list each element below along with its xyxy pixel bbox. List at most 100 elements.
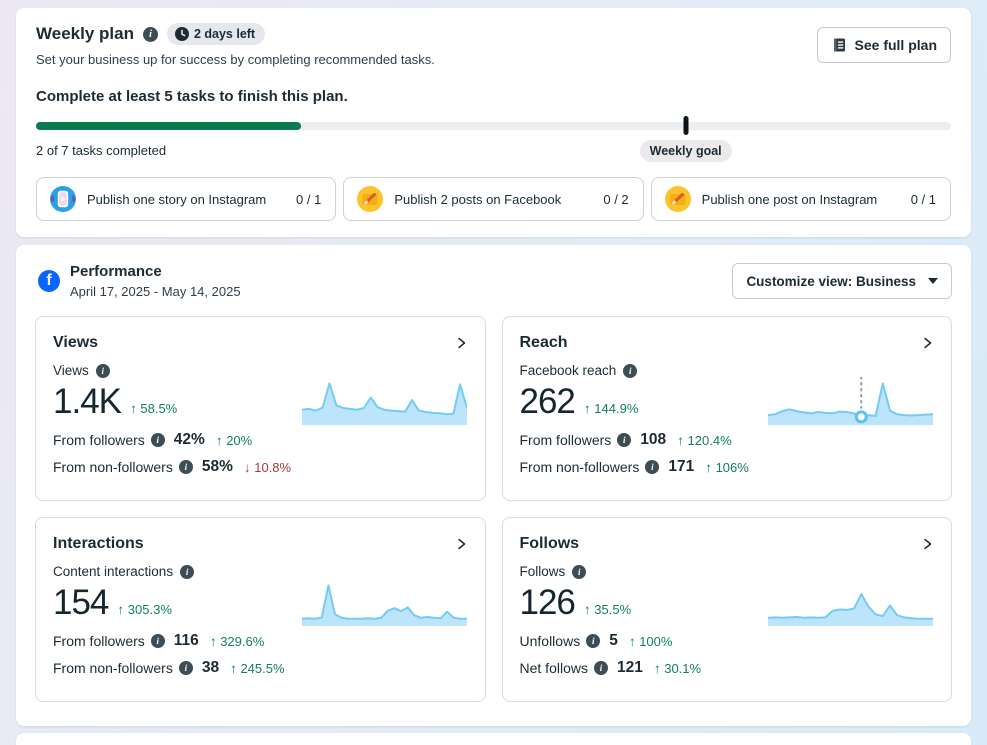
info-icon[interactable]: i: [617, 433, 632, 448]
interactions-value-row: 154 ↑ 305.3%: [53, 583, 468, 623]
stat-row: From followers i 116 ↑ 329.6%: [53, 632, 468, 650]
follows-metric-label: Follows i: [520, 564, 587, 579]
stat-row: From non-followers i 58% ↓ 10.8%: [53, 458, 468, 476]
delta-text: 305.3%: [127, 602, 172, 617]
follows-sparkline: [767, 578, 934, 626]
arrow-up-icon: ↑: [583, 602, 591, 617]
interactions-metric-label: Content interactions i: [53, 564, 195, 579]
views-card: Views Views i 1.4K ↑ 58.5%: [35, 316, 486, 501]
stat-delta: ↑ 106%: [705, 460, 749, 475]
chevron-right-icon: [924, 337, 932, 349]
interactions-delta: ↑ 305.3%: [117, 602, 171, 617]
views-card-header[interactable]: Views: [53, 331, 468, 352]
stat-label: From non-followers: [53, 459, 173, 476]
info-icon[interactable]: i: [593, 661, 608, 676]
plan-progress: 2 of 7 tasks completed Weekly goal: [36, 116, 951, 163]
info-icon[interactable]: i: [572, 564, 587, 579]
delta-text: 30.1%: [664, 660, 702, 676]
views-card-title: Views: [53, 334, 99, 351]
delta-text: 245.5%: [240, 660, 285, 676]
arrow-up-icon: ↑: [209, 633, 217, 649]
delta-text: 20%: [226, 432, 253, 448]
facebook-post-icon: [357, 186, 384, 212]
info-icon[interactable]: i: [150, 634, 165, 649]
see-full-plan-button[interactable]: See full plan: [816, 27, 951, 63]
stat-label: From followers: [53, 633, 145, 650]
stat-row: From non-followers i 38 ↑ 245.5%: [53, 659, 468, 677]
task-label: Publish one story on Instagram: [87, 191, 267, 207]
chevron-right-icon: [457, 538, 465, 550]
weekly-plan-header: Weekly plan i 2 days left: [36, 23, 951, 45]
delta-text: 329.6%: [220, 633, 265, 649]
views-metric-label: Views i: [53, 363, 110, 378]
delta-text: 10.8%: [254, 459, 292, 475]
task-count: 0 / 1: [910, 191, 936, 207]
customize-view-button[interactable]: Customize view: Business: [732, 263, 952, 299]
delta-text: 35.5%: [594, 602, 632, 617]
info-icon[interactable]: i: [586, 634, 601, 649]
reach-card-title: Reach: [519, 334, 568, 351]
info-icon[interactable]: i: [645, 460, 660, 475]
performance-date-range: April 17, 2025 - May 14, 2025: [70, 284, 241, 299]
stat-row: Unfollows i 5 ↑ 100%: [520, 632, 935, 650]
info-icon[interactable]: i: [180, 564, 195, 579]
follows-value-row: 126 ↑ 35.5%: [520, 583, 935, 623]
chevron-right-icon: [924, 538, 932, 550]
delta-text: 100%: [639, 633, 673, 649]
views-sparkline: [300, 377, 468, 425]
stat-delta: ↑ 245.5%: [230, 661, 284, 676]
info-icon[interactable]: i: [95, 363, 110, 378]
reach-card-header[interactable]: Reach: [520, 331, 935, 352]
performance-title-group: f Performance April 17, 2025 - May 14, 2…: [35, 263, 241, 299]
task-publish-instagram-post[interactable]: Publish one post on Instagram 0 / 1: [650, 177, 951, 221]
stat-row: From followers i 108 ↑ 120.4%: [520, 431, 935, 449]
info-icon[interactable]: i: [142, 26, 158, 42]
metric-label-text: Follows: [519, 564, 566, 579]
delta-text: 144.9%: [594, 401, 639, 416]
customize-view-label: Customize view: Business: [746, 273, 916, 289]
metric-label-text: Facebook reach: [519, 363, 617, 378]
tasks-completed-status: 2 of 7 tasks completed: [36, 143, 167, 158]
info-icon[interactable]: i: [178, 460, 193, 475]
interactions-card-header[interactable]: Interactions: [53, 532, 468, 553]
plan-goal-heading: Complete at least 5 tasks to finish this…: [36, 88, 348, 105]
info-icon[interactable]: i: [150, 433, 165, 448]
weekly-goal-tick: [683, 116, 689, 135]
progress-caption-row: 2 of 7 tasks completed Weekly goal: [36, 139, 951, 163]
task-publish-instagram-story[interactable]: Publish one story on Instagram 0 / 1: [36, 177, 337, 221]
stat-label: Unfollows: [519, 633, 581, 650]
task-publish-facebook-posts[interactable]: Publish 2 posts on Facebook 0 / 2: [343, 177, 644, 221]
stat-delta: ↓ 10.8%: [244, 460, 291, 475]
instagram-post-icon: [664, 186, 691, 212]
task-count: 0 / 2: [603, 191, 629, 207]
chevron-right-icon: [457, 337, 465, 349]
reach-value-row: 262 ↑ 144.9%: [520, 382, 935, 422]
clock-icon: [174, 27, 189, 41]
info-icon[interactable]: i: [178, 661, 193, 676]
instagram-story-icon: [50, 186, 76, 212]
stat-label: From followers: [53, 432, 145, 449]
stat-value: 116: [173, 632, 199, 650]
follows-value: 126: [519, 583, 576, 622]
follows-card-header[interactable]: Follows: [520, 532, 935, 553]
interactions-card-title: Interactions: [53, 535, 144, 552]
follows-card: Follows Follows i 126 ↑ 35.5%: [501, 517, 952, 702]
interactions-sparkline: [300, 578, 468, 626]
info-icon[interactable]: i: [623, 363, 638, 378]
stat-delta: ↑ 20%: [216, 433, 252, 448]
interactions-card: Interactions Content interactions i 154 …: [35, 517, 486, 702]
stat-label: From non-followers: [519, 459, 640, 476]
reach-sparkline[interactable]: [767, 376, 934, 425]
stat-value: 121: [616, 659, 643, 677]
delta-text: 120.4%: [687, 432, 732, 448]
stat-delta: ↑ 30.1%: [654, 661, 701, 676]
weekly-plan-title: Weekly plan: [36, 24, 134, 43]
task-label: Publish one post on Instagram: [701, 191, 878, 207]
performance-header: f Performance April 17, 2025 - May 14, 2…: [35, 263, 952, 299]
delta-text: 58.5%: [140, 401, 178, 416]
progress-fill: [36, 122, 302, 130]
arrow-up-icon: ↑: [653, 660, 661, 676]
stat-value: 38: [201, 659, 220, 677]
stat-value: 42%: [173, 431, 205, 449]
